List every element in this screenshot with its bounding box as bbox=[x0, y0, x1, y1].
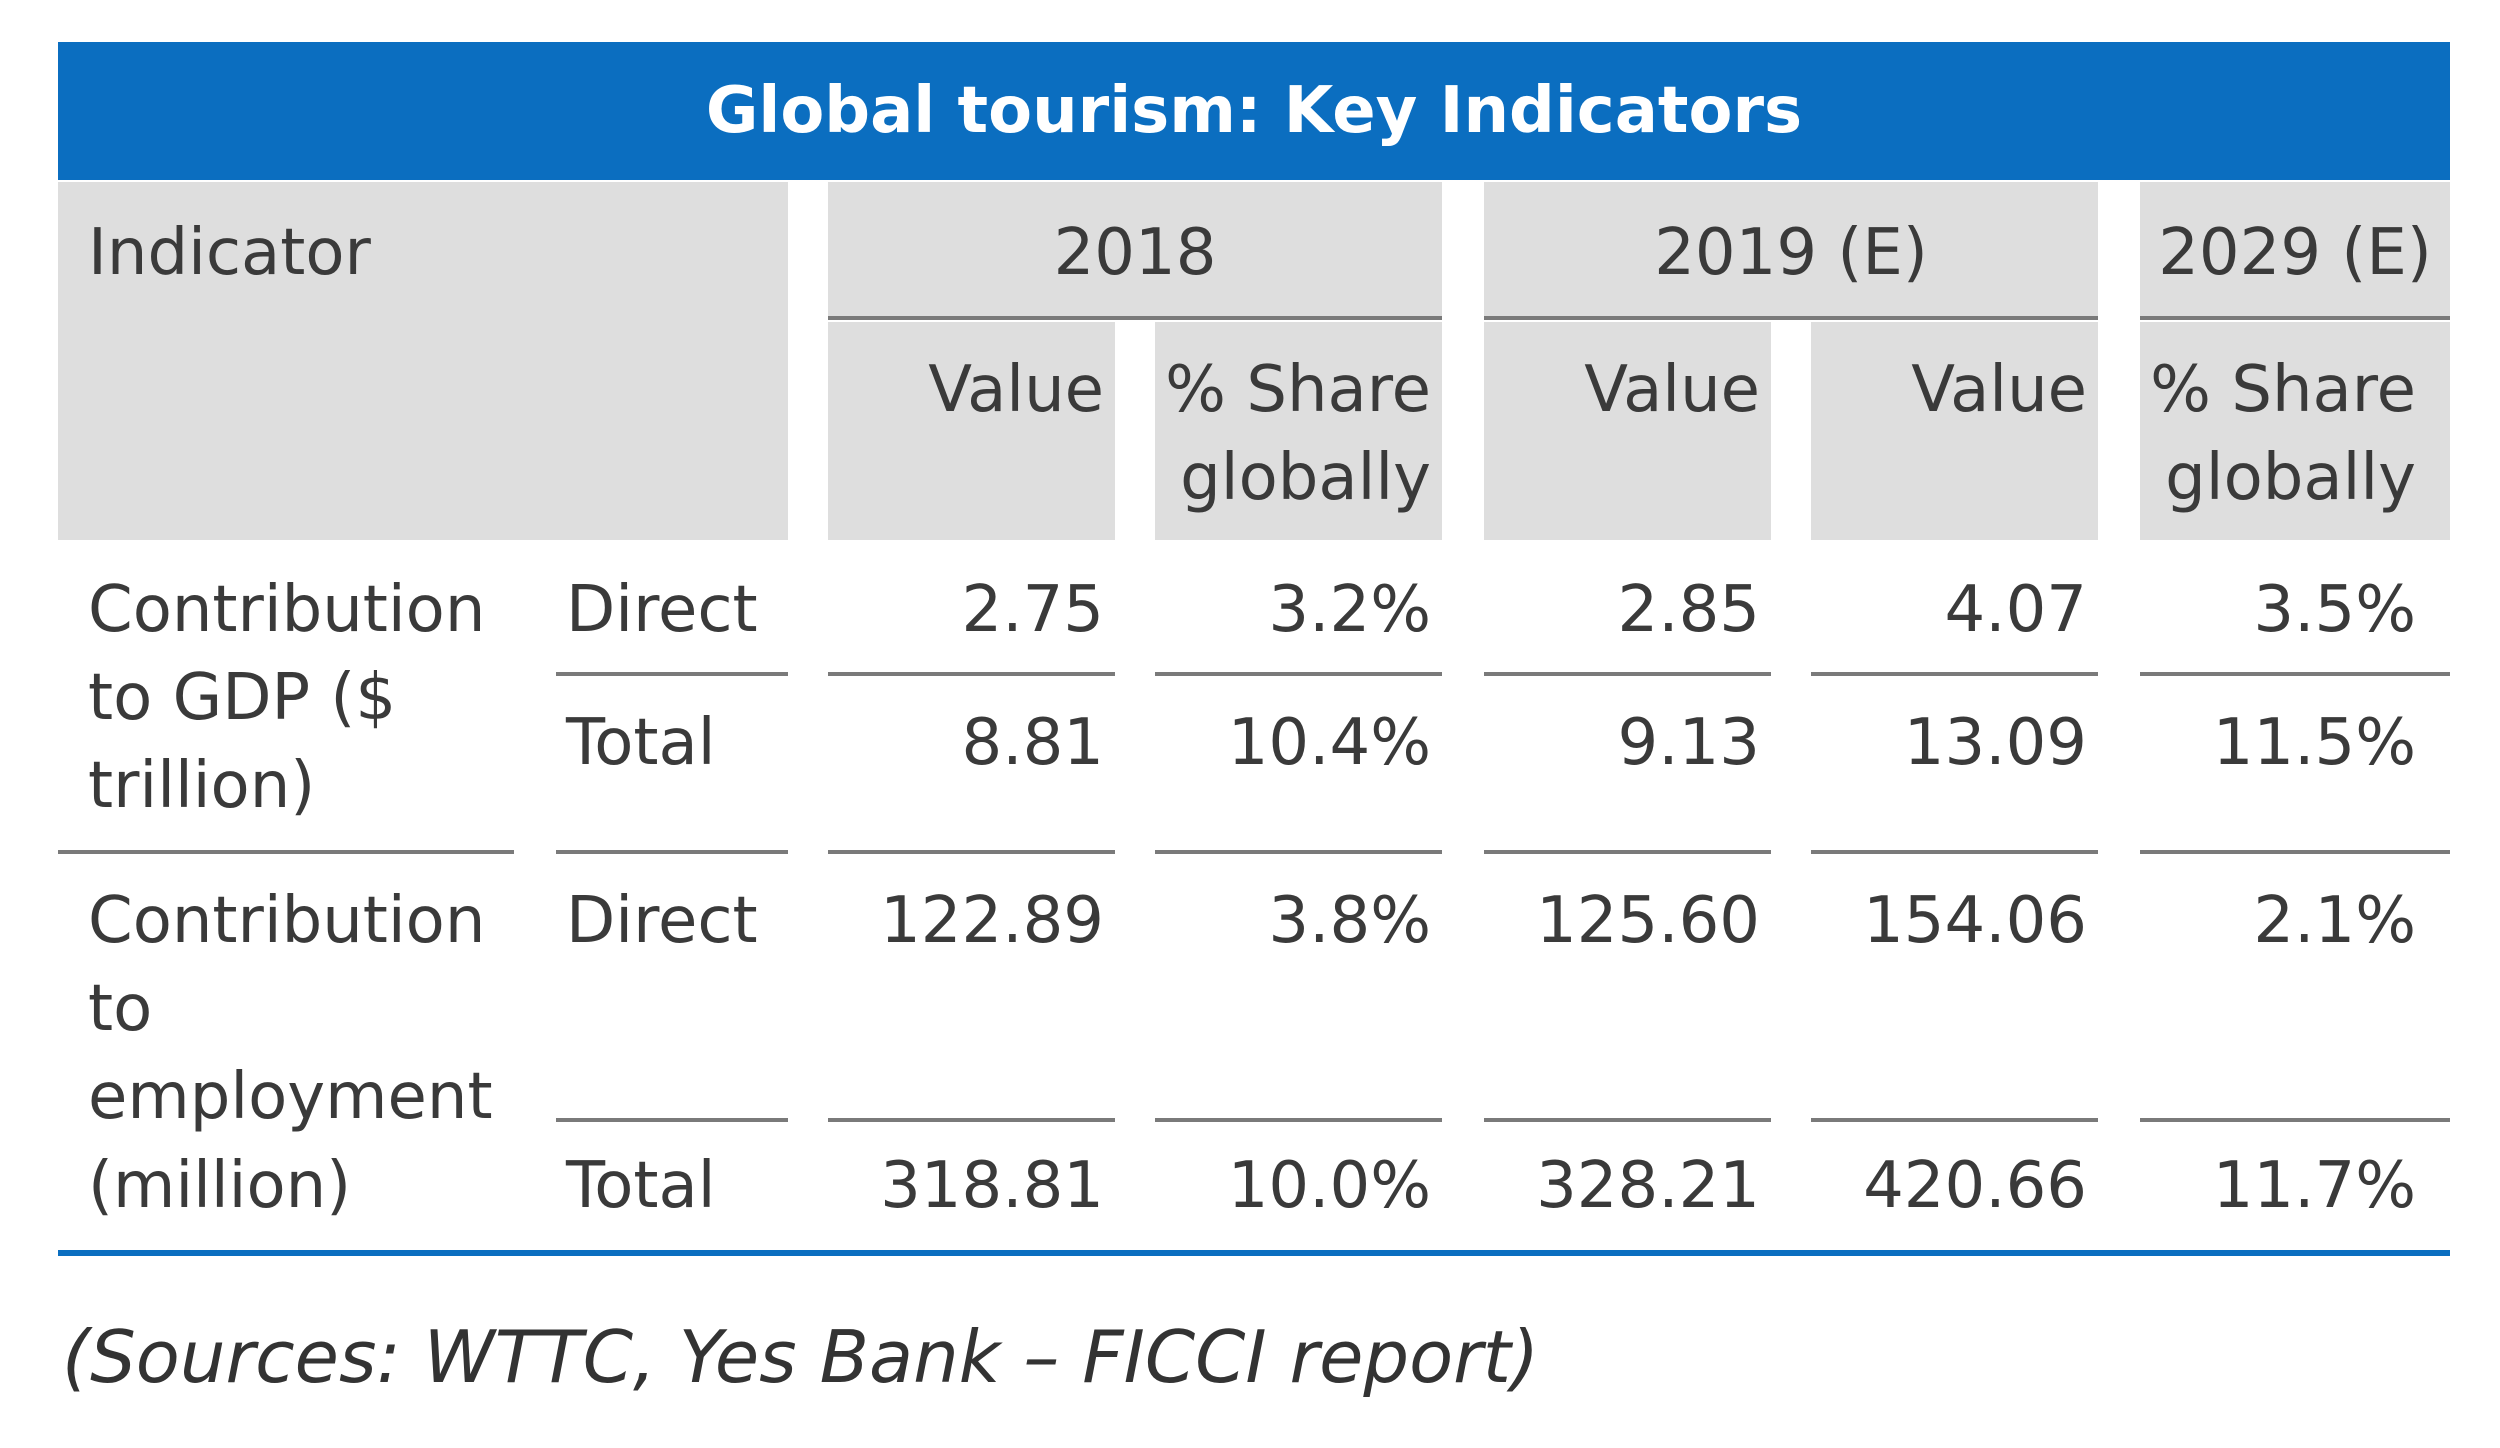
section-divider bbox=[828, 850, 1115, 854]
header-2018-share-cell bbox=[1155, 322, 1442, 540]
table-title: Global tourism: Key Indicators bbox=[58, 42, 2450, 180]
emp-label-line4: (million) bbox=[88, 1149, 352, 1223]
section-divider bbox=[1484, 850, 1771, 854]
emp-label-line2: to bbox=[88, 972, 153, 1046]
gdp-total-2029-share: 11.5% bbox=[2212, 706, 2416, 780]
gdp-total-2029-value: 13.09 bbox=[1903, 706, 2087, 780]
section-divider bbox=[1811, 850, 2098, 854]
header-year-2019: 2019 (E) bbox=[1654, 216, 1928, 290]
emp-label-line3: employment bbox=[88, 1060, 493, 1134]
gdp-row-divider bbox=[1811, 672, 2098, 676]
gdp-direct-2029-share: 3.5% bbox=[2253, 573, 2416, 647]
gdp-label-line3: trillion) bbox=[88, 749, 316, 823]
emp-direct-2029-value: 154.06 bbox=[1863, 884, 2087, 958]
emp-total-2029-share: 11.7% bbox=[2212, 1149, 2416, 1223]
header-2029-share-line2: globally bbox=[2165, 441, 2416, 515]
header-2019-value: Value bbox=[1584, 353, 1760, 427]
header-year-2018: 2018 bbox=[1053, 216, 1217, 290]
header-indicator-cell bbox=[58, 182, 788, 540]
gdp-direct-2029-value: 4.07 bbox=[1944, 573, 2088, 647]
gdp-total-2018-value: 8.81 bbox=[961, 706, 1105, 780]
gdp-label-line1: Contribution bbox=[88, 573, 486, 647]
gdp-direct-type: Direct bbox=[566, 573, 758, 647]
source-note: (Sources: WTTC, Yes Bank – FICCI report) bbox=[62, 1315, 1540, 1399]
header-indicator: Indicator bbox=[88, 216, 371, 290]
emp-direct-2018-share: 3.8% bbox=[1268, 884, 1431, 958]
gdp-row-divider bbox=[828, 672, 1115, 676]
gdp-row-divider bbox=[1155, 672, 1442, 676]
gdp-label-line2: to GDP ($ bbox=[88, 661, 397, 735]
emp-label-line1: Contribution bbox=[88, 884, 486, 958]
header-year-2029: 2029 (E) bbox=[2158, 216, 2432, 290]
header-2019-divider bbox=[1484, 316, 2098, 320]
section-divider bbox=[2140, 850, 2450, 854]
gdp-row-divider bbox=[2140, 672, 2450, 676]
gdp-direct-2019-value: 2.85 bbox=[1617, 573, 1761, 647]
gdp-total-2018-share: 10.4% bbox=[1227, 706, 1431, 780]
gdp-total-type: Total bbox=[566, 706, 716, 780]
header-2029-cell bbox=[2140, 182, 2450, 318]
emp-row-divider bbox=[2140, 1118, 2450, 1122]
gdp-row-divider bbox=[556, 672, 788, 676]
header-2019-cell bbox=[1484, 182, 2098, 318]
emp-total-type: Total bbox=[566, 1149, 716, 1223]
section-divider bbox=[58, 850, 514, 854]
table-bottom-rule bbox=[58, 1250, 2450, 1256]
emp-total-2029-value: 420.66 bbox=[1863, 1149, 2087, 1223]
header-2018-share-line2: globally bbox=[1180, 441, 1431, 515]
emp-direct-2029-share: 2.1% bbox=[2253, 884, 2416, 958]
header-2019-value-cell bbox=[1484, 322, 1771, 540]
emp-row-divider bbox=[1155, 1118, 1442, 1122]
gdp-direct-2018-share: 3.2% bbox=[1268, 573, 1431, 647]
gdp-row-divider bbox=[1484, 672, 1771, 676]
header-2029-value-cell bbox=[1811, 322, 2098, 540]
header-2029-share-cell bbox=[2140, 322, 2450, 540]
emp-direct-type: Direct bbox=[566, 884, 758, 958]
emp-total-2019-value: 328.21 bbox=[1536, 1149, 1760, 1223]
emp-total-2018-share: 10.0% bbox=[1227, 1149, 1431, 1223]
section-divider bbox=[1155, 850, 1442, 854]
emp-row-divider bbox=[828, 1118, 1115, 1122]
emp-direct-2018-value: 122.89 bbox=[880, 884, 1104, 958]
gdp-direct-2018-value: 2.75 bbox=[961, 573, 1105, 647]
section-divider bbox=[556, 850, 788, 854]
emp-row-divider bbox=[1484, 1118, 1771, 1122]
header-2018-share-line1: % Share bbox=[1165, 353, 1431, 427]
header-2018-value-cell bbox=[828, 322, 1115, 540]
gdp-total-2019-value: 9.13 bbox=[1617, 706, 1761, 780]
header-2018-value: Value bbox=[928, 353, 1104, 427]
header-2018-divider bbox=[828, 316, 1442, 320]
header-2018-cell bbox=[828, 182, 1442, 318]
emp-row-divider bbox=[556, 1118, 788, 1122]
header-2029-share-line1: % Share bbox=[2150, 353, 2416, 427]
header-2029-divider bbox=[2140, 316, 2450, 320]
emp-row-divider bbox=[1811, 1118, 2098, 1122]
emp-direct-2019-value: 125.60 bbox=[1536, 884, 1760, 958]
header-2029-value: Value bbox=[1911, 353, 2087, 427]
emp-total-2018-value: 318.81 bbox=[880, 1149, 1104, 1223]
